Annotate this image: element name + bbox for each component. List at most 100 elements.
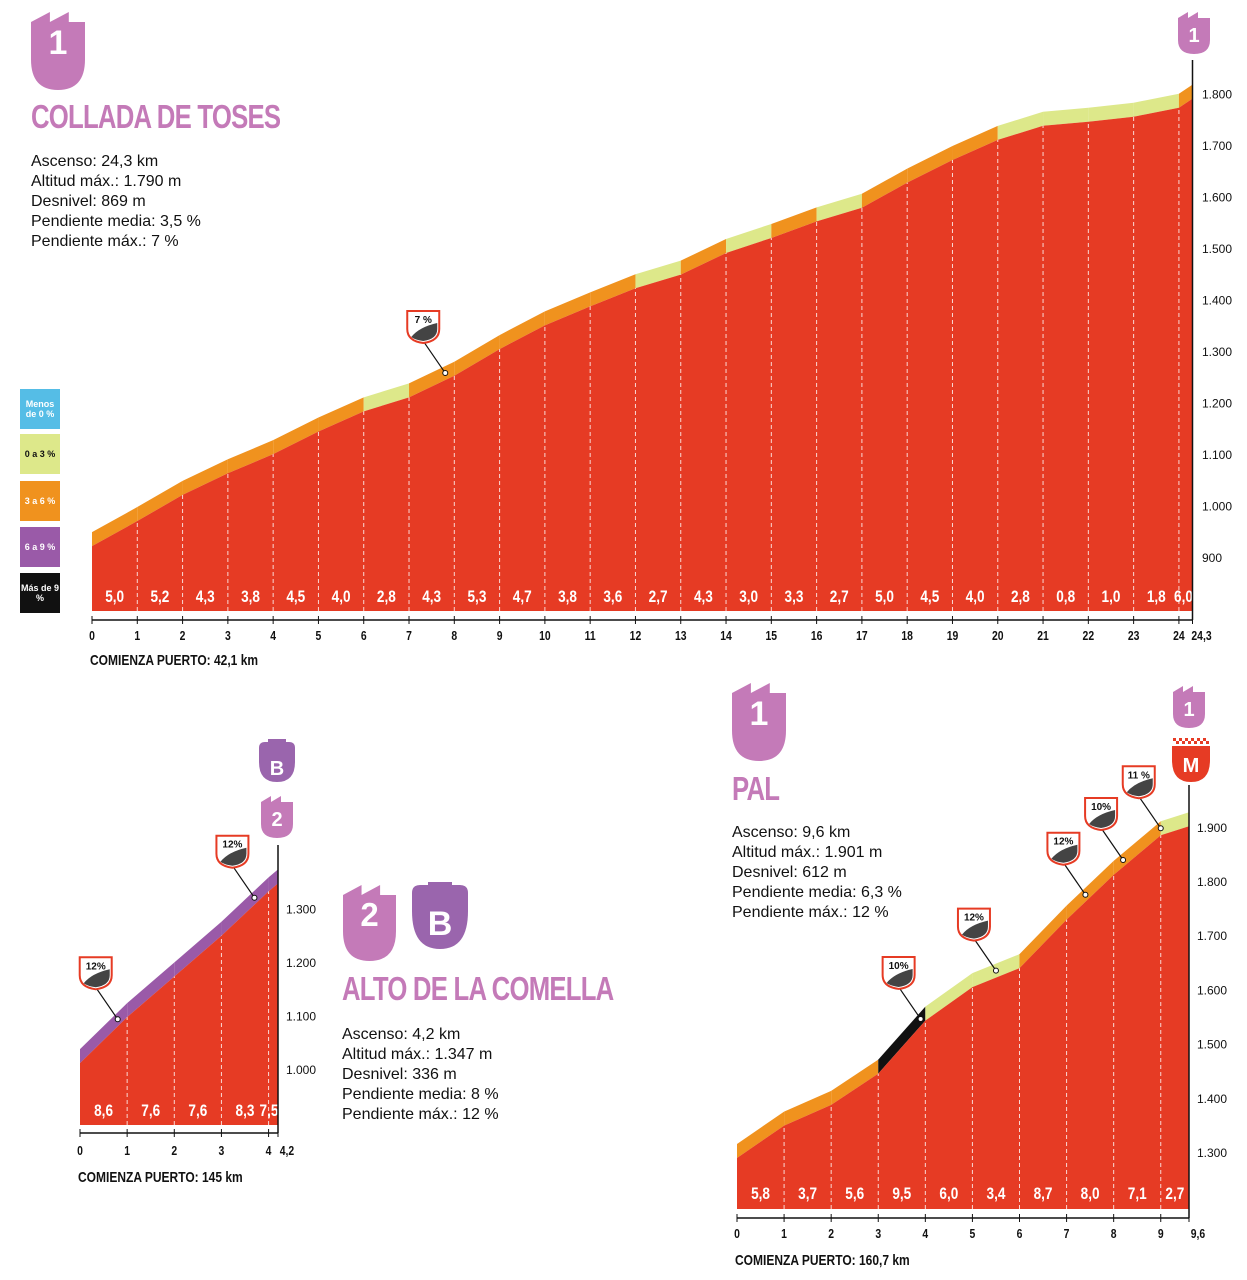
grade-label: 0,8 bbox=[1056, 588, 1075, 607]
grade-band bbox=[771, 207, 817, 238]
max-grade-marker: 12% bbox=[78, 956, 121, 1023]
legend-item-over-9: Más de 9 % bbox=[20, 573, 60, 613]
grade-label: 6,0 bbox=[1174, 588, 1193, 607]
x-tick-label: 14 bbox=[720, 629, 732, 643]
grade-label: 8,3 bbox=[236, 1102, 255, 1121]
grade-label: 3,7 bbox=[798, 1185, 817, 1204]
checker bbox=[1203, 738, 1206, 741]
x-tick-label: 6 bbox=[1017, 1227, 1023, 1241]
marker-slope bbox=[886, 968, 913, 987]
grade-band bbox=[680, 239, 727, 275]
b-badge-shape bbox=[412, 885, 468, 949]
grade-label: 5,3 bbox=[468, 588, 487, 607]
grade-band bbox=[925, 973, 973, 1021]
finish-badge-label: M bbox=[1183, 755, 1200, 777]
grade-band bbox=[1178, 84, 1193, 108]
marker-label: 11 % bbox=[1128, 770, 1150, 781]
x-tick-label: 1 bbox=[124, 1144, 130, 1158]
grade-label: 5,2 bbox=[150, 588, 169, 607]
x-tick-label: 9,6 bbox=[1191, 1227, 1206, 1241]
grade-label: 2,7 bbox=[649, 588, 668, 607]
category-badge-label: 1 bbox=[750, 695, 769, 733]
grade-label: 9,5 bbox=[892, 1185, 911, 1204]
b-badge-label: B bbox=[428, 905, 453, 943]
grade-label: 3,0 bbox=[739, 588, 758, 607]
marker-slope bbox=[411, 323, 438, 342]
grade-label: 5,0 bbox=[105, 588, 124, 607]
summit-finish-badge-pal: M bbox=[1172, 738, 1210, 782]
x-tick-label: 1 bbox=[134, 629, 140, 643]
grade-label: 7,5 bbox=[260, 1102, 279, 1121]
grade-label: 4,5 bbox=[286, 588, 305, 607]
grade-label: 4,7 bbox=[513, 588, 532, 607]
max-grade-marker: 7 % bbox=[406, 310, 449, 377]
category-badge-pal: 1 bbox=[732, 683, 787, 761]
y-tick-label: 1.900 bbox=[1197, 821, 1227, 835]
x-tick-label: 18 bbox=[901, 629, 913, 643]
grade-band bbox=[737, 1111, 785, 1158]
x-tick-label: 5 bbox=[970, 1227, 976, 1241]
x-tick-label: 22 bbox=[1083, 629, 1095, 643]
category-badge-shape bbox=[732, 683, 787, 761]
y-tick-label: 1.300 bbox=[1202, 345, 1232, 359]
y-tick-label: 900 bbox=[1202, 551, 1222, 565]
grade-band bbox=[1066, 860, 1114, 920]
grade-label: 4,3 bbox=[422, 588, 441, 607]
x-tick-label: 9 bbox=[1158, 1227, 1164, 1241]
flag-icon-label: 2 bbox=[271, 809, 282, 831]
y-tick-label: 1.600 bbox=[1202, 191, 1232, 205]
grade-band bbox=[127, 962, 175, 1018]
grade-band bbox=[784, 1090, 832, 1126]
category-badge-label: 1 bbox=[49, 24, 68, 62]
marker-point bbox=[1157, 825, 1164, 832]
climb-stats-comella: Ascenso: 4,2 km Altitud máx.: 1.347 m De… bbox=[342, 1025, 499, 1125]
x-tick-label: 7 bbox=[406, 629, 412, 643]
grade-label: 2,7 bbox=[1165, 1185, 1184, 1204]
grade-band bbox=[831, 1059, 879, 1105]
x-tick-label: 13 bbox=[675, 629, 687, 643]
stat-max-altitude: Altitud máx.: 1.347 m bbox=[342, 1046, 493, 1063]
marker-label: 12% bbox=[86, 961, 106, 972]
grade-label: 8,0 bbox=[1081, 1185, 1100, 1204]
grade-band bbox=[221, 877, 269, 936]
y-tick-label: 1.200 bbox=[1202, 397, 1232, 411]
y-tick-label: 1.700 bbox=[1202, 139, 1232, 153]
marker-leader bbox=[973, 938, 997, 971]
stat-max-grade: Pendiente máx.: 12 % bbox=[342, 1106, 499, 1123]
y-tick-label: 1.000 bbox=[286, 1063, 316, 1077]
y-tick-label: 1.100 bbox=[286, 1010, 316, 1024]
grade-band bbox=[227, 440, 274, 474]
stat-ascent: Ascenso: 4,2 km bbox=[342, 1026, 461, 1043]
y-tick-label: 1.100 bbox=[1202, 448, 1232, 462]
x-tick-label: 9 bbox=[497, 629, 503, 643]
climb-stats-pal: Ascenso: 9,6 km Altitud máx.: 1.901 m De… bbox=[732, 823, 902, 923]
profile-area bbox=[92, 98, 1193, 611]
stat-elevation-gain: Desnivel: 869 m bbox=[31, 193, 146, 210]
checker bbox=[1176, 741, 1179, 744]
y-tick-label: 1.300 bbox=[286, 903, 316, 917]
x-tick-label: 17 bbox=[856, 629, 868, 643]
grade-band bbox=[363, 383, 410, 412]
x-tick-label: 0 bbox=[89, 629, 95, 643]
x-tick-label: 12 bbox=[630, 629, 642, 643]
grade-band bbox=[1043, 107, 1089, 126]
category-badge-shape bbox=[342, 885, 396, 961]
grade-label: 4,3 bbox=[196, 588, 215, 607]
marker-slope bbox=[1126, 778, 1153, 797]
marker-point bbox=[992, 967, 999, 974]
grade-band bbox=[174, 921, 222, 977]
grade-label: 2,8 bbox=[1011, 588, 1030, 607]
grade-label: 3,8 bbox=[241, 588, 260, 607]
b-summit-shape bbox=[259, 742, 295, 782]
y-tick-label: 1.000 bbox=[1202, 500, 1232, 514]
x-tick-label: 5 bbox=[316, 629, 322, 643]
grade-label: 3,4 bbox=[987, 1185, 1006, 1204]
marker-leader bbox=[1062, 862, 1086, 896]
grade-label: 2,7 bbox=[830, 588, 849, 607]
grade-label: 5,0 bbox=[875, 588, 894, 607]
flag-icon bbox=[261, 796, 293, 838]
y-tick-label: 1.700 bbox=[1197, 929, 1227, 943]
legend-label: 0 a 3 % bbox=[24, 449, 56, 459]
summit-badge-pal: 1 bbox=[1173, 686, 1205, 728]
